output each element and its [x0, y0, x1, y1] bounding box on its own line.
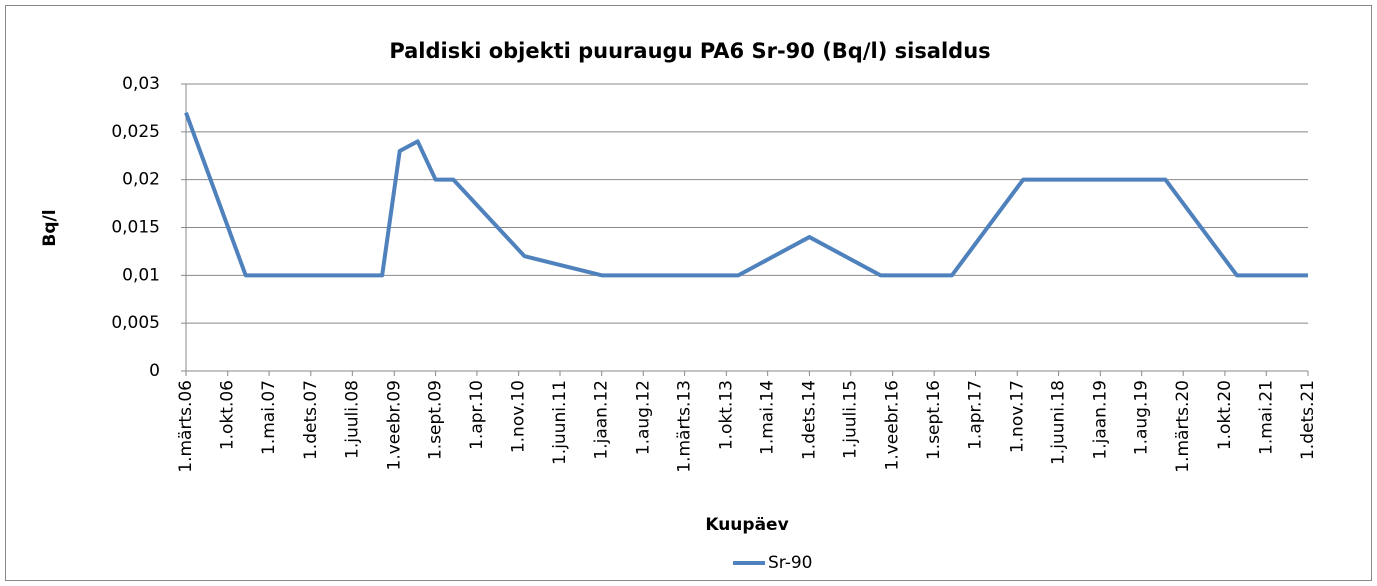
y-tick-label: 0,02: [122, 170, 160, 190]
x-tick-label: 1.sept.16: [924, 380, 944, 460]
x-tick-label: 1.nov.10: [509, 380, 529, 453]
x-tick-label: 1.mai.14: [758, 380, 778, 455]
x-tick-label: 1.veebr.16: [883, 380, 903, 470]
x-tick-label: 1.dets.21: [1298, 380, 1318, 460]
chart-border: [5, 5, 1372, 581]
y-tick-label: 0,03: [122, 74, 160, 94]
x-tick-label: 1.mai.21: [1256, 380, 1276, 455]
y-tick-label: 0,015: [111, 218, 160, 238]
x-tick-label: 1.aug.12: [633, 380, 653, 455]
x-tick-label: 1.dets.14: [799, 380, 819, 460]
data-line: [184, 112, 1308, 278]
x-tick-label: 1.juuni.11: [550, 380, 570, 465]
x-tick-label: 1.sept.09: [426, 380, 446, 460]
x-tick-label: 1.apr.17: [966, 380, 986, 450]
y-tick-label: 0,005: [111, 313, 160, 333]
x-tick-label: 1.dets.07: [301, 380, 321, 460]
x-tick-label: 1.nov.17: [1007, 380, 1027, 453]
x-tick-label: 1.juuni.18: [1049, 380, 1069, 465]
x-tick-label: 1.okt.13: [716, 380, 736, 450]
y-tick-label: 0: [149, 361, 160, 381]
chart-title: Paldiski objekti puuraugu PA6 Sr-90 (Bq/…: [389, 39, 990, 63]
y-axis-title: Bq/l: [40, 209, 60, 246]
x-tick-label: 1.mai.07: [259, 380, 279, 455]
y-tick-label: 0,01: [122, 265, 160, 285]
x-tick-label: 1.juuli.15: [841, 380, 861, 459]
legend-label: Sr-90: [768, 553, 812, 573]
x-tick-label: 1.juuli.08: [342, 380, 362, 459]
x-axis-title: Kuupäev: [705, 515, 788, 535]
x-tick-label: 1.okt.06: [218, 380, 238, 450]
x-tick-label: 1.märts.13: [675, 380, 695, 473]
x-tick-label: 1.jaan.12: [592, 380, 612, 460]
x-tick-label: 1.märts.20: [1173, 380, 1193, 473]
x-tick-label: 1.aug.19: [1132, 380, 1152, 455]
x-tick-label: 1.veebr.09: [384, 380, 404, 470]
x-tick-label: 1.märts.06: [176, 380, 196, 473]
x-tick-label: 1.okt.20: [1215, 380, 1235, 450]
x-tick-label: 1.apr.10: [467, 380, 487, 450]
x-tick-label: 1.jaan.19: [1090, 380, 1110, 460]
y-tick-label: 0,025: [111, 122, 160, 142]
